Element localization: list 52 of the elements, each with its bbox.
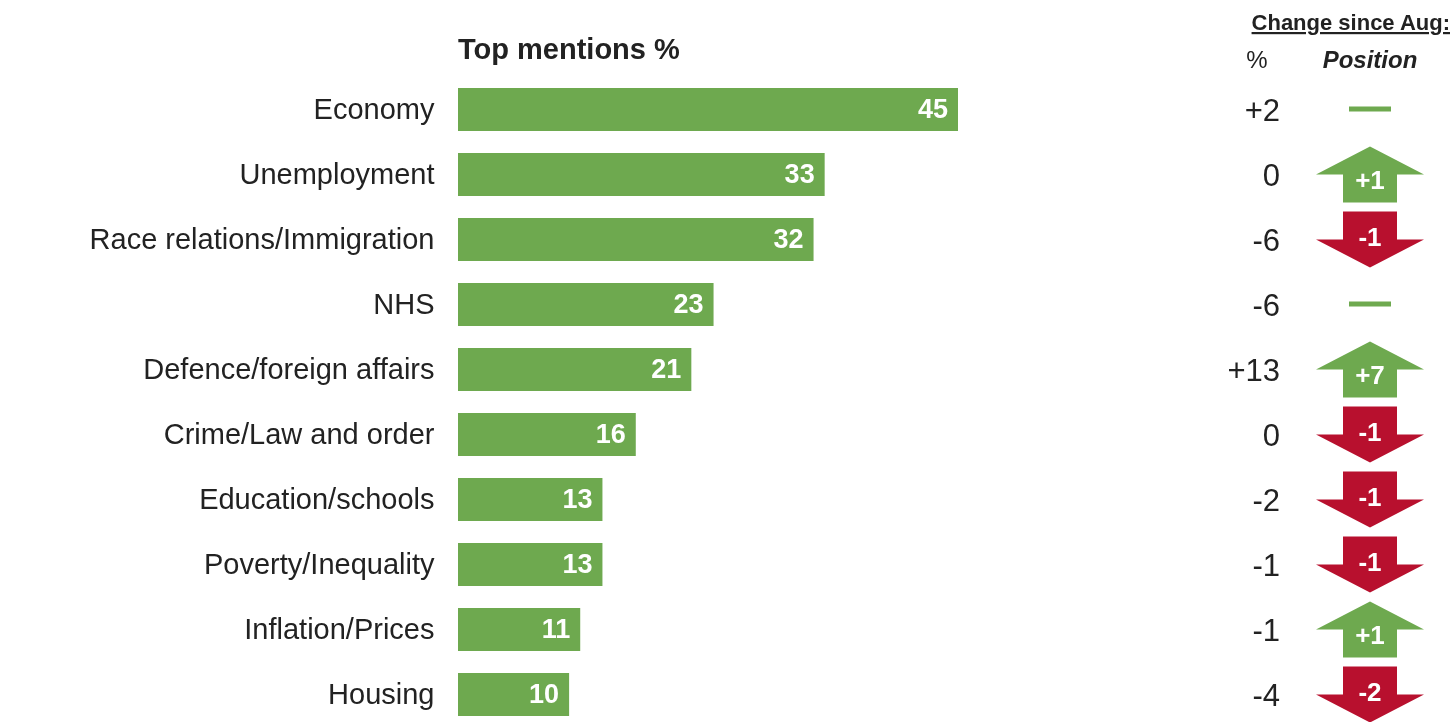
data-label: 21	[651, 353, 682, 384]
text: -1	[1358, 546, 1382, 577]
data-label: 10	[529, 678, 560, 709]
y-tick-label: Inflation/Prices	[244, 612, 435, 645]
bar	[458, 543, 603, 586]
data-label: 13	[562, 548, 593, 579]
y-tick-label: Race relations/Immigration	[89, 222, 435, 255]
data-label: 32	[773, 223, 804, 254]
y-tick-label: Crime/Law and order	[163, 417, 435, 450]
bar	[458, 283, 714, 326]
bar	[458, 413, 636, 456]
y-tick-label: Defence/foreign affairs	[143, 352, 435, 385]
data-label: 16	[595, 418, 626, 449]
data-label: 23	[673, 288, 704, 319]
text: -6	[1252, 222, 1280, 258]
data-label: 45	[917, 93, 948, 124]
text: -1	[1358, 221, 1382, 252]
y-tick-label: Unemployment	[239, 157, 435, 190]
bar	[458, 218, 814, 261]
text: -1	[1252, 547, 1280, 583]
text: +1	[1355, 164, 1385, 195]
text: 0	[1262, 417, 1280, 453]
bar	[458, 153, 825, 196]
bar	[458, 348, 692, 391]
data-label: 13	[562, 483, 593, 514]
text: +2	[1244, 92, 1280, 128]
text: 0	[1262, 157, 1280, 193]
text: -1	[1358, 416, 1382, 447]
text: +13	[1227, 352, 1280, 388]
bar	[458, 88, 958, 131]
chart-title: Top mentions %	[458, 33, 680, 65]
text: +7	[1355, 359, 1385, 390]
text: Change since Aug:	[1251, 10, 1450, 35]
bar	[458, 478, 603, 521]
text: -1	[1252, 612, 1280, 648]
y-tick-label: Education/schools	[199, 482, 435, 515]
text: +1	[1355, 619, 1385, 650]
text: -2	[1252, 482, 1280, 518]
text: -6	[1252, 287, 1280, 323]
data-label: 33	[784, 158, 815, 189]
y-tick-label: Economy	[313, 92, 435, 125]
text: -2	[1358, 676, 1382, 707]
y-tick-label: Housing	[328, 677, 435, 710]
y-tick-label: NHS	[373, 287, 435, 320]
text: -1	[1358, 481, 1382, 512]
bar	[458, 608, 581, 651]
bar	[458, 673, 570, 716]
text: -4	[1252, 677, 1280, 713]
category-label: %	[1246, 46, 1268, 73]
y-tick-label: Poverty/Inequality	[203, 547, 435, 580]
data-label: 11	[541, 613, 571, 644]
category-label: Position	[1322, 46, 1418, 73]
